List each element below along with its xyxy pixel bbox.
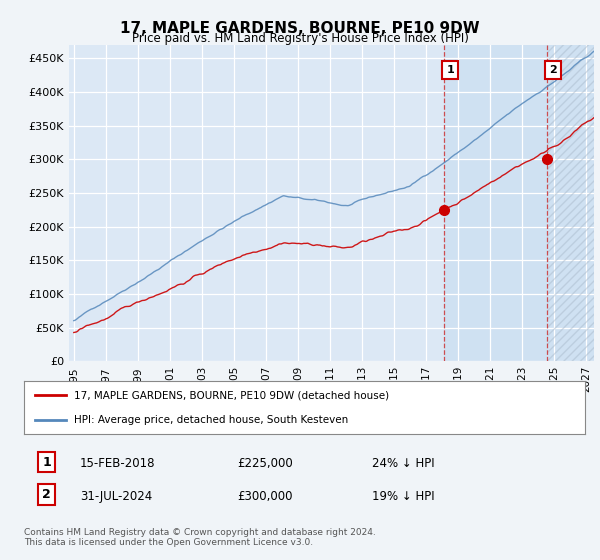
Text: 1: 1 — [446, 65, 454, 75]
Text: 24% ↓ HPI: 24% ↓ HPI — [372, 458, 434, 470]
Text: 1: 1 — [42, 456, 51, 469]
Text: HPI: Average price, detached house, South Kesteven: HPI: Average price, detached house, Sout… — [74, 414, 349, 424]
Text: £225,000: £225,000 — [237, 458, 293, 470]
Text: 2: 2 — [549, 65, 557, 75]
Text: £300,000: £300,000 — [237, 489, 293, 503]
Text: 17, MAPLE GARDENS, BOURNE, PE10 9DW (detached house): 17, MAPLE GARDENS, BOURNE, PE10 9DW (det… — [74, 390, 389, 400]
Text: 2: 2 — [42, 488, 51, 501]
Bar — [547, 45, 594, 361]
Bar — [547, 45, 594, 361]
Text: 17, MAPLE GARDENS, BOURNE, PE10 9DW: 17, MAPLE GARDENS, BOURNE, PE10 9DW — [120, 21, 480, 36]
Text: 15-FEB-2018: 15-FEB-2018 — [80, 458, 155, 470]
Bar — [444, 45, 594, 361]
Text: 31-JUL-2024: 31-JUL-2024 — [80, 489, 152, 503]
Text: 19% ↓ HPI: 19% ↓ HPI — [372, 489, 434, 503]
Text: Contains HM Land Registry data © Crown copyright and database right 2024.
This d: Contains HM Land Registry data © Crown c… — [24, 528, 376, 547]
Text: Price paid vs. HM Land Registry's House Price Index (HPI): Price paid vs. HM Land Registry's House … — [131, 32, 469, 45]
